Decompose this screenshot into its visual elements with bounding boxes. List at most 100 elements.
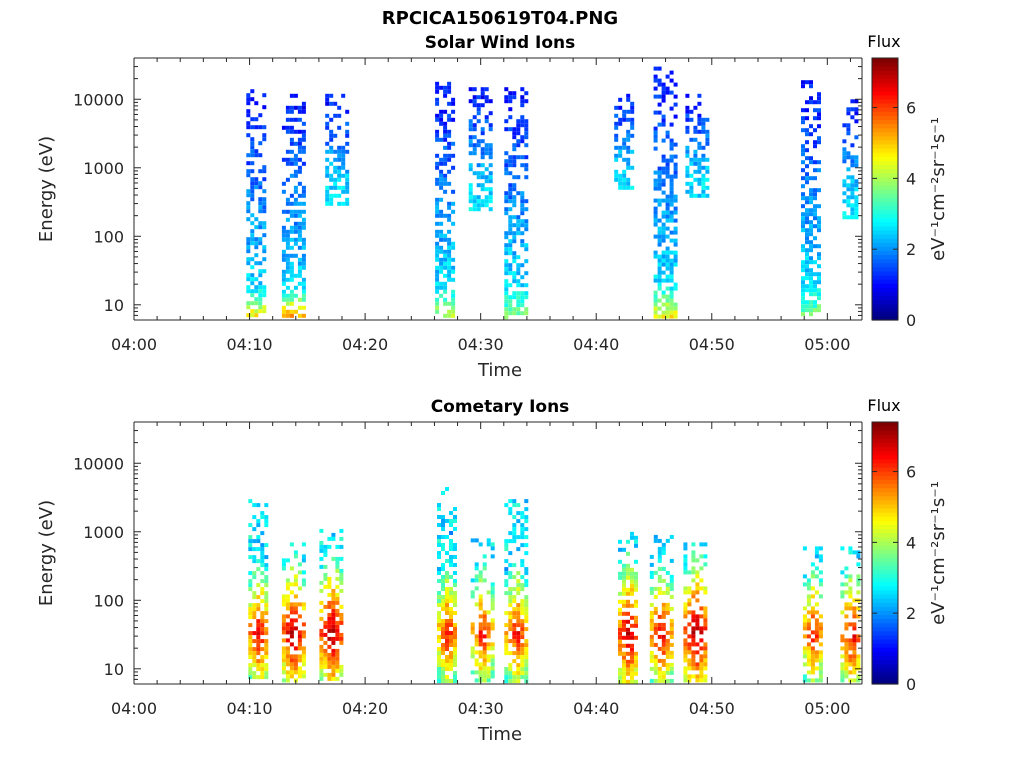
heatmap-cell xyxy=(301,674,306,679)
heatmap-cell xyxy=(453,659,457,663)
heatmap-cell xyxy=(281,249,286,254)
heatmap-cell xyxy=(657,174,662,179)
heatmap-cell xyxy=(285,301,290,306)
heatmap-cell xyxy=(669,70,674,75)
heatmap-cell xyxy=(339,672,344,677)
heatmap-cell xyxy=(264,639,269,644)
heatmap-cell xyxy=(634,543,638,548)
heatmap-cell xyxy=(297,602,302,607)
heatmap-cell xyxy=(480,147,485,152)
heatmap-cell xyxy=(250,181,255,186)
heatmap-cell xyxy=(657,110,662,115)
colorbar-segment xyxy=(872,438,898,444)
heatmap-cell xyxy=(691,674,696,679)
heatmap-cell xyxy=(810,666,815,671)
heatmap-cell xyxy=(844,662,849,667)
heatmap-cell xyxy=(657,270,662,275)
heatmap-cell xyxy=(333,133,338,138)
heatmap-cell xyxy=(470,654,475,659)
heatmap-cell xyxy=(289,634,294,639)
colorbar-segment xyxy=(872,160,898,166)
heatmap-cell xyxy=(285,277,290,282)
heatmap-cell xyxy=(622,623,626,628)
heatmap-cell xyxy=(520,283,525,288)
heatmap-cell xyxy=(439,209,444,214)
heatmap-cell xyxy=(818,674,823,679)
heatmap-cell xyxy=(661,182,666,187)
heatmap-cell xyxy=(449,631,453,635)
heatmap-cell xyxy=(685,129,690,134)
heatmap-cell xyxy=(449,599,453,603)
heatmap-cell xyxy=(848,590,853,595)
heatmap-cell xyxy=(478,542,483,547)
colorbar-segment xyxy=(872,123,898,129)
heatmap-cell xyxy=(520,99,525,104)
heatmap-cell xyxy=(246,205,251,210)
colorbar-segment xyxy=(872,262,898,268)
heatmap-cell xyxy=(301,185,306,190)
heatmap-cell xyxy=(453,591,457,595)
heatmap-cell xyxy=(301,149,306,154)
heatmap-cell xyxy=(329,133,334,138)
heatmap-cell xyxy=(248,523,253,528)
heatmap-cell xyxy=(657,278,662,283)
heatmap-cell xyxy=(508,551,513,556)
heatmap-cell xyxy=(337,145,342,150)
heatmap-cell xyxy=(685,105,690,110)
heatmap-cell xyxy=(813,116,817,121)
heatmap-cell xyxy=(685,125,690,130)
heatmap-cell xyxy=(445,675,449,679)
colorbar-segment xyxy=(872,557,898,562)
heatmap-cell xyxy=(626,93,631,98)
heatmap-cell xyxy=(661,542,666,547)
heatmap-cell xyxy=(669,630,674,635)
heatmap-cell xyxy=(805,220,809,225)
heatmap-cell xyxy=(854,107,859,112)
heatmap-cell xyxy=(289,273,294,278)
heatmap-cell xyxy=(516,639,521,644)
heatmap-cell xyxy=(435,241,440,246)
colorbar-segment xyxy=(872,602,898,607)
heatmap-cell xyxy=(626,591,630,596)
heatmap-cell xyxy=(329,197,334,202)
heatmap-cell xyxy=(289,662,294,667)
heatmap-cell xyxy=(630,663,634,668)
heatmap-cell xyxy=(854,183,859,188)
heatmap-cell xyxy=(256,503,261,508)
heatmap-cell xyxy=(817,228,821,233)
heatmap-cell xyxy=(319,600,324,605)
heatmap-cell xyxy=(453,543,457,547)
heatmap-cell xyxy=(626,671,630,676)
colorbar-segment xyxy=(872,98,898,104)
heatmap-cell xyxy=(453,639,457,643)
heatmap-cell xyxy=(246,113,251,118)
heatmap-cell xyxy=(451,305,456,310)
heatmap-cell xyxy=(248,583,253,588)
heatmap-cell xyxy=(657,670,662,675)
heatmap-cell xyxy=(285,578,290,583)
heatmap-cell xyxy=(805,276,809,281)
heatmap-cell xyxy=(842,179,847,184)
heatmap-cell xyxy=(665,134,670,139)
heatmap-cell xyxy=(854,99,859,104)
heatmap-cell xyxy=(341,161,346,166)
heatmap-cell xyxy=(443,129,448,134)
heatmap-cell xyxy=(504,163,509,168)
heatmap-cell xyxy=(445,599,449,603)
heatmap-cell xyxy=(661,290,666,295)
heatmap-cell xyxy=(301,650,306,655)
heatmap-cell xyxy=(443,161,448,166)
heatmap-cell xyxy=(441,679,445,683)
heatmap-cell xyxy=(618,607,622,612)
heatmap-cell xyxy=(476,119,481,124)
heatmap-cell xyxy=(333,181,338,186)
heatmap-cell xyxy=(285,253,290,258)
heatmap-cell xyxy=(331,640,336,645)
heatmap-cell xyxy=(453,599,457,603)
heatmap-cell xyxy=(490,622,495,627)
heatmap-cell xyxy=(285,149,290,154)
heatmap-cell xyxy=(250,193,255,198)
colorbar-segment xyxy=(872,634,898,640)
heatmap-cell xyxy=(512,563,517,568)
heatmap-cell xyxy=(285,293,290,298)
